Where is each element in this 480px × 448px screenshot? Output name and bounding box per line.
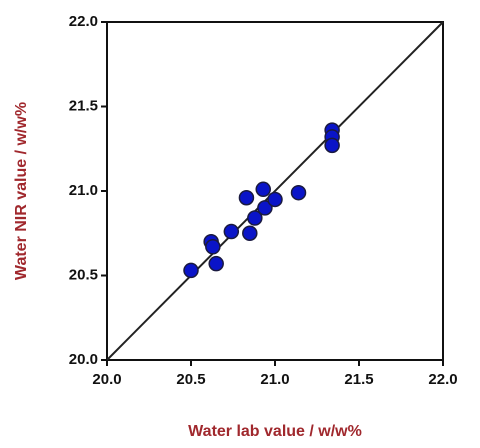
x-tick-label: 21.0 (260, 371, 289, 388)
y-axis-label: Water NIR value / w/w% (13, 102, 30, 280)
y-tick-label: 21.5 (69, 97, 98, 114)
point (238, 190, 255, 206)
x-axis-label: Water lab value / w/w% (188, 423, 362, 440)
y-tick-label: 20.5 (69, 266, 98, 283)
point (223, 223, 240, 240)
x-tick-label: 21.5 (344, 371, 373, 388)
point (267, 191, 283, 208)
identity-line (106, 21, 444, 361)
point (257, 200, 273, 216)
y-tick-label: 20.0 (69, 351, 98, 368)
x-tick-label: 20.0 (92, 371, 121, 388)
point (183, 262, 199, 279)
x-tick-label: 22.0 (428, 371, 457, 388)
point (324, 137, 340, 154)
point (208, 255, 224, 272)
point (255, 181, 271, 198)
point (205, 239, 221, 255)
point (290, 184, 307, 201)
x-tick-label: 20.5 (176, 371, 205, 388)
point (242, 225, 258, 241)
y-tick-label: 22.0 (69, 13, 98, 30)
point (247, 210, 263, 226)
y-tick-label: 21.0 (69, 182, 98, 199)
